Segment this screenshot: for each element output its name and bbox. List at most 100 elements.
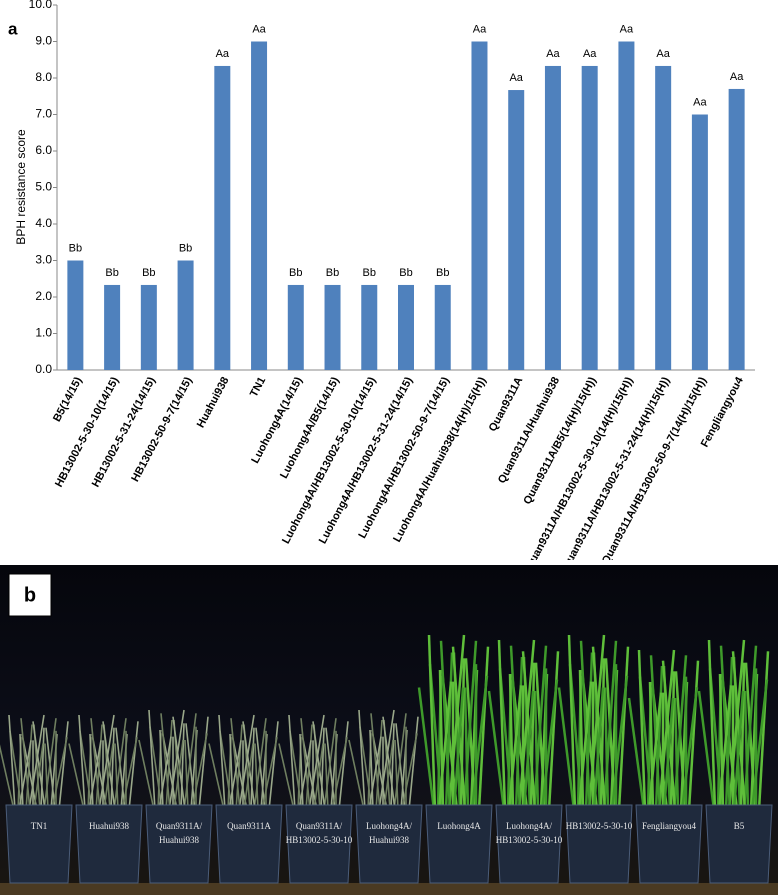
- plant-leaf: [437, 681, 453, 811]
- plant-leaf: [173, 739, 184, 811]
- plant-leaf: [229, 733, 234, 811]
- bar: [251, 41, 268, 370]
- plant-leaf: [0, 744, 15, 811]
- significance-label: Bb: [436, 267, 449, 279]
- pot: [635, 804, 703, 884]
- plant-leaf: [261, 737, 278, 811]
- pot-label: Quan9311A/: [296, 821, 343, 831]
- plant-leaf: [103, 743, 114, 811]
- plant-leaf: [717, 685, 733, 811]
- pot-label: Luohong4A: [437, 821, 481, 831]
- plant-leaf: [647, 692, 663, 811]
- plant-leaf: [370, 713, 381, 811]
- pot-label: TN1: [31, 821, 48, 831]
- plant-leaf: [617, 646, 630, 811]
- plant-leaf: [235, 724, 243, 811]
- chart: a BPH resistance score 0.0 1.0 2.0 3.0 4.0 5.…: [8, 0, 755, 560]
- plant-leaf: [102, 721, 116, 811]
- plant-leaf: [497, 639, 507, 811]
- significance-label: Bb: [399, 267, 412, 279]
- significance-label: Bb: [142, 267, 155, 279]
- pot-label: Huahui938: [369, 835, 409, 845]
- plant-leaf: [313, 743, 324, 811]
- bar: [434, 284, 451, 370]
- significance-label: Bb: [179, 242, 192, 254]
- y-tick-label: 9.0: [35, 34, 52, 48]
- bar: [104, 284, 121, 370]
- plant-leaf: [509, 645, 522, 811]
- plant-leaf: [348, 739, 365, 811]
- plant-leaf: [522, 690, 535, 811]
- plant-leaf: [323, 718, 337, 811]
- plant-leaf: [33, 743, 44, 811]
- bar: [140, 284, 157, 370]
- x-tick-label: Quan9311A/B5(14(H)/15(H)): [521, 375, 599, 507]
- plant-leaf: [727, 639, 746, 811]
- bar: [728, 88, 745, 370]
- plant-leaf: [110, 727, 115, 811]
- significance-label: Aa: [730, 71, 744, 83]
- plant-leaf: [88, 740, 102, 811]
- plant-leaf: [28, 714, 45, 811]
- pot-label: HB13002-5-30-10: [496, 835, 563, 845]
- plant-leaf: [90, 718, 101, 811]
- plant-leaf: [649, 655, 662, 811]
- plant-leaf: [567, 634, 577, 811]
- pot: [705, 804, 773, 884]
- plant-leaf: [393, 713, 407, 811]
- plant-leaf: [128, 721, 139, 811]
- plant-leaf: [184, 739, 189, 811]
- x-tick-label: B5(14/15): [51, 375, 85, 424]
- plant-leaf: [308, 714, 325, 811]
- plant-leaf: [114, 743, 119, 811]
- plant-leaf: [742, 645, 758, 811]
- bar: [544, 65, 561, 370]
- significance-label: Aa: [583, 48, 597, 60]
- plant-leaf: [394, 739, 399, 811]
- plant-leaf: [238, 714, 255, 811]
- bar: [214, 65, 231, 370]
- plant-leaf: [253, 718, 267, 811]
- bar: [508, 90, 525, 371]
- plant-leaf: [719, 645, 732, 811]
- significance-label: Aa: [509, 72, 523, 84]
- plant-leaf: [557, 687, 576, 811]
- plant-leaf: [250, 727, 255, 811]
- panel-label-box: [8, 573, 52, 617]
- plant-leaf: [160, 713, 171, 811]
- plant-leaf: [724, 656, 734, 811]
- plant-leaf: [463, 687, 470, 811]
- plant-leaf: [718, 673, 725, 811]
- plant-leaf: [89, 733, 94, 811]
- panel-label: b: [24, 584, 36, 606]
- plant-leaf: [98, 714, 115, 811]
- y-tick-label: 10.0: [29, 0, 53, 11]
- plant-leaf: [459, 658, 466, 811]
- x-tick-label: TN1: [248, 375, 268, 399]
- plant-leaf: [331, 737, 348, 811]
- significance-label: Aa: [620, 23, 634, 35]
- significance-label: Aa: [473, 23, 487, 35]
- pot-label: Luohong4A/: [366, 821, 412, 831]
- y-tick-label: 2.0: [35, 289, 52, 303]
- plant-leaf: [158, 736, 172, 811]
- significance-label: Aa: [546, 48, 560, 60]
- pot-label: Huahui938: [159, 835, 199, 845]
- plant-leaf: [508, 673, 515, 811]
- pot: [425, 804, 493, 884]
- bar: [287, 284, 304, 370]
- plant-leaf: [172, 716, 186, 811]
- bar: [324, 284, 341, 370]
- plant-leaf: [254, 743, 259, 811]
- bar: [398, 284, 414, 370]
- panel-label: a: [8, 19, 18, 38]
- plant-leaf: [610, 675, 629, 811]
- plant-leaf: [657, 649, 676, 811]
- plant-leaf: [32, 721, 46, 811]
- significance-label: Bb: [289, 267, 302, 279]
- plant-leaf: [401, 733, 418, 811]
- plant-leaf: [517, 639, 536, 811]
- plant-leaf: [603, 687, 610, 811]
- plant-leaf: [18, 740, 32, 811]
- bar: [691, 114, 708, 370]
